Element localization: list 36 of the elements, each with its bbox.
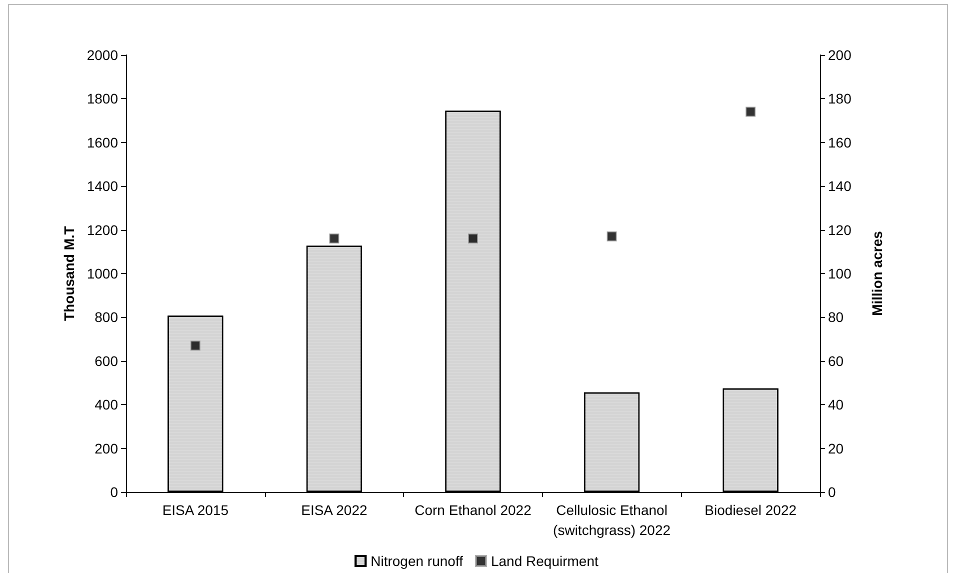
x-tick-label: EISA 2015 <box>162 502 229 518</box>
y2-tick-label: 20 <box>828 440 844 456</box>
legend-label: Land Requirment <box>490 553 598 569</box>
y-tick-label: 2000 <box>86 47 118 63</box>
x-tick-label: Cellulosic Ethanol (switchgrass) 2022 <box>553 502 671 538</box>
y-tick-label: 800 <box>94 309 118 326</box>
y2-tick-label: 180 <box>828 90 852 107</box>
point <box>746 106 756 117</box>
y-tick-label: 600 <box>94 352 118 369</box>
y-tick-label: 1200 <box>86 222 118 238</box>
y-tick-label: 1000 <box>86 266 118 282</box>
y2-tick-label: 80 <box>828 309 844 326</box>
legend-label: Nitrogen runoff <box>370 553 464 569</box>
y-tick-label: 0 <box>110 484 118 500</box>
point <box>329 234 340 244</box>
y2-tick-label: 60 <box>828 352 844 369</box>
x-tick-label: Biodiesel 2022 <box>704 502 797 518</box>
y2-tick-label: 160 <box>828 134 852 150</box>
y-tick-label: 1800 <box>86 90 118 107</box>
y-tick-label: 400 <box>94 396 118 413</box>
y-tick-label: 1400 <box>86 178 118 194</box>
x-tick-label: Corn Ethanol 2022 <box>414 502 532 518</box>
y-tick-label: 200 <box>94 440 118 456</box>
x-tick-label: EISA 2022 <box>301 502 368 518</box>
point <box>468 234 478 244</box>
y2-tick-label: 200 <box>828 47 852 63</box>
y2-tick-label: 120 <box>828 222 852 238</box>
y-axis-title: Thousand M.T <box>60 226 77 321</box>
y-tick-label: 1600 <box>86 134 118 150</box>
y2-tick-label: 140 <box>828 178 852 194</box>
y2-tick-label: 0 <box>828 484 836 500</box>
point <box>606 231 617 242</box>
y2-tick-label: 100 <box>828 266 852 282</box>
y2-tick-label: 40 <box>828 396 844 413</box>
y2-axis-title: Million acres <box>869 230 885 316</box>
point <box>190 340 200 351</box>
